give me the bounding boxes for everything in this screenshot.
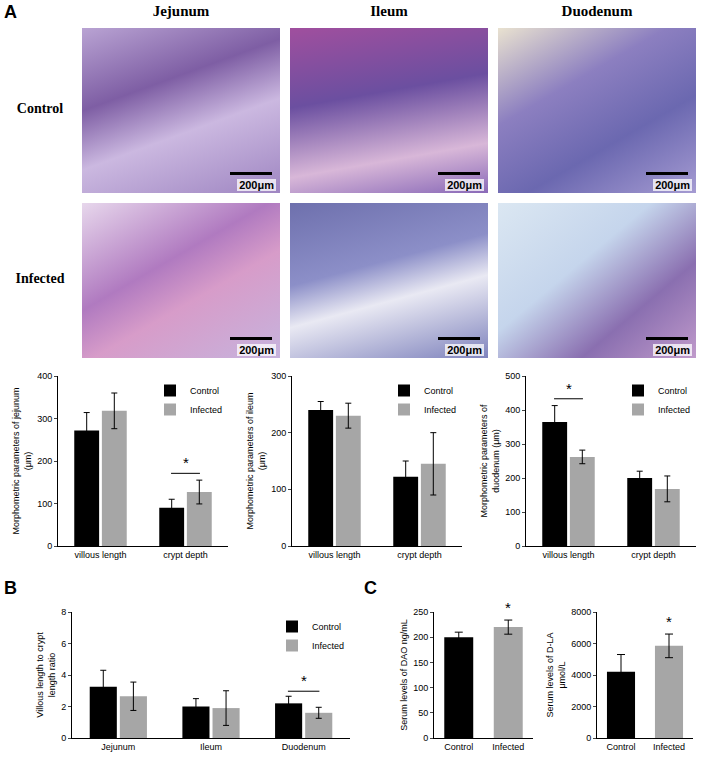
svg-text:0: 0 xyxy=(515,541,520,551)
svg-text:*: * xyxy=(505,599,511,616)
svg-text:8: 8 xyxy=(61,607,66,617)
svg-text:Serum levels of DAO ng/mL: Serum levels of DAO ng/mL xyxy=(399,619,409,731)
html-text:C: C xyxy=(364,578,377,598)
svg-text:Morphometric parameters of jej: Morphometric parameters of jejunum(μm) xyxy=(11,387,33,534)
svg-text:Ileum: Ileum xyxy=(200,742,222,752)
svg-text:Morphometric parameters of ile: Morphometric parameters of ileum(μm) xyxy=(245,392,267,529)
svg-text:2: 2 xyxy=(61,702,66,712)
svg-text:crypt depth: crypt depth xyxy=(163,550,208,560)
svg-text:villous length: villous length xyxy=(308,550,360,560)
svg-text:*: * xyxy=(301,672,307,689)
svg-text:Control: Control xyxy=(658,386,687,396)
svg-text:300: 300 xyxy=(271,371,286,381)
svg-text:Jejunum: Jejunum xyxy=(101,742,135,752)
svg-text:200: 200 xyxy=(37,456,52,466)
svg-text:Infected: Infected xyxy=(653,742,685,752)
svg-text:4000: 4000 xyxy=(571,670,591,680)
svg-text:0: 0 xyxy=(586,733,591,743)
html-text:200μm: 200μm xyxy=(239,344,274,356)
svg-text:100: 100 xyxy=(413,683,428,693)
svg-text:2000: 2000 xyxy=(571,702,591,712)
svg-text:Infected: Infected xyxy=(424,405,456,415)
svg-text:250: 250 xyxy=(413,607,428,617)
svg-text:6000: 6000 xyxy=(571,639,591,649)
html-text:Ileum: Ileum xyxy=(370,3,408,19)
svg-text:*: * xyxy=(183,454,189,471)
html-text:200μm: 200μm xyxy=(655,344,690,356)
svg-text:Control: Control xyxy=(606,742,635,752)
svg-text:100: 100 xyxy=(271,484,286,494)
svg-text:100: 100 xyxy=(37,499,52,509)
svg-text:villous length: villous length xyxy=(542,550,594,560)
html-text:200μm: 200μm xyxy=(239,179,274,191)
html-text:Jejunum: Jejunum xyxy=(152,3,210,19)
svg-text:400: 400 xyxy=(505,405,520,415)
svg-text:*: * xyxy=(566,380,572,397)
html-text:Duodenum: Duodenum xyxy=(561,3,633,19)
svg-text:300: 300 xyxy=(37,414,52,424)
svg-text:crypt depth: crypt depth xyxy=(397,550,442,560)
svg-text:200: 200 xyxy=(271,428,286,438)
html-text:200μm: 200μm xyxy=(447,179,482,191)
svg-text:Control: Control xyxy=(424,386,453,396)
svg-text:crypt depth: crypt depth xyxy=(631,550,676,560)
html-text:Control: Control xyxy=(16,100,64,116)
svg-text:Control: Control xyxy=(444,742,473,752)
svg-text:150: 150 xyxy=(413,658,428,668)
svg-text:Control: Control xyxy=(312,622,341,632)
svg-text:Control: Control xyxy=(190,386,219,396)
svg-text:Infected: Infected xyxy=(312,641,344,651)
svg-text:villous length: villous length xyxy=(74,550,126,560)
html-text:Infected: Infected xyxy=(15,270,65,286)
svg-text:4: 4 xyxy=(61,670,66,680)
svg-text:0: 0 xyxy=(423,733,428,743)
svg-text:*: * xyxy=(666,613,672,630)
svg-text:200: 200 xyxy=(413,632,428,642)
svg-text:Infected: Infected xyxy=(190,405,222,415)
svg-text:0: 0 xyxy=(281,541,286,551)
html-text:200μm: 200μm xyxy=(447,344,482,356)
svg-text:300: 300 xyxy=(505,439,520,449)
svg-text:500: 500 xyxy=(505,371,520,381)
html-text:B: B xyxy=(4,578,17,598)
svg-text:0: 0 xyxy=(61,733,66,743)
svg-text:8000: 8000 xyxy=(571,607,591,617)
svg-text:0: 0 xyxy=(47,541,52,551)
html-text:200μm: 200μm xyxy=(655,179,690,191)
svg-text:Duodenum: Duodenum xyxy=(282,742,326,752)
svg-text:6: 6 xyxy=(61,639,66,649)
svg-text:Infected: Infected xyxy=(658,405,690,415)
svg-text:Serum levels of D-LAμmol/L: Serum levels of D-LAμmol/L xyxy=(545,632,567,717)
svg-text:Morphometric parameters ofduod: Morphometric parameters ofduodenum (μm) xyxy=(479,404,501,518)
html-text:A: A xyxy=(4,2,17,22)
svg-text:Infected: Infected xyxy=(492,742,524,752)
svg-text:200: 200 xyxy=(505,473,520,483)
svg-text:100: 100 xyxy=(505,507,520,517)
svg-text:Villous length to cryptlength: Villous length to cryptlength ratio xyxy=(35,632,57,718)
svg-text:400: 400 xyxy=(37,371,52,381)
svg-text:50: 50 xyxy=(418,708,428,718)
